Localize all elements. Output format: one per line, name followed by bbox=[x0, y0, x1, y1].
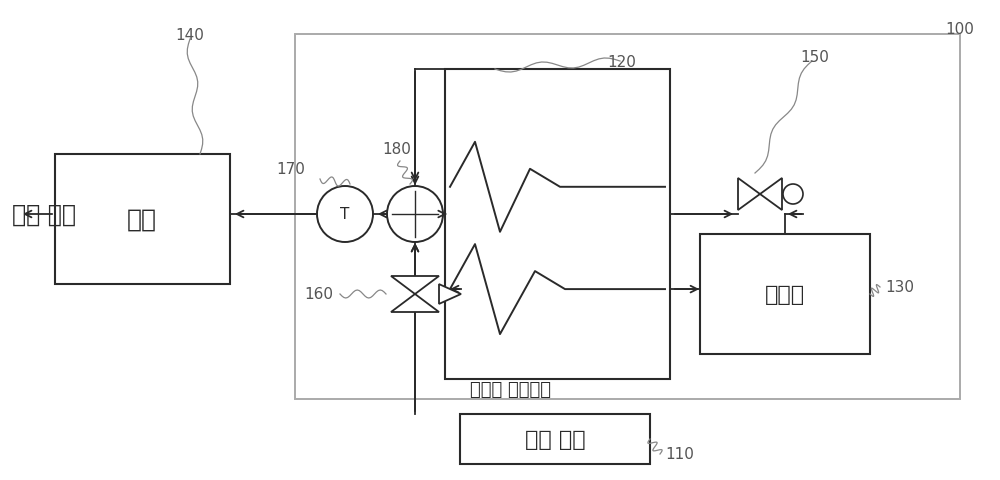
Text: 100: 100 bbox=[945, 22, 974, 37]
Polygon shape bbox=[391, 294, 439, 312]
Text: T: T bbox=[340, 207, 350, 222]
Polygon shape bbox=[760, 179, 782, 211]
Text: 150: 150 bbox=[800, 50, 829, 65]
Text: 170: 170 bbox=[276, 162, 305, 177]
Bar bbox=[700, 235, 870, 354]
Text: 110: 110 bbox=[665, 446, 694, 462]
Text: 140: 140 bbox=[176, 28, 204, 43]
Text: 120: 120 bbox=[607, 55, 636, 70]
Bar bbox=[295, 35, 960, 399]
Text: 냉각기: 냉각기 bbox=[765, 285, 805, 304]
Bar bbox=[460, 414, 650, 464]
Circle shape bbox=[317, 187, 373, 242]
Bar bbox=[445, 70, 670, 379]
Text: 160: 160 bbox=[304, 287, 333, 302]
Circle shape bbox=[387, 187, 443, 242]
Bar bbox=[55, 155, 230, 285]
Polygon shape bbox=[738, 179, 760, 211]
Text: 애노드 오프가스: 애노드 오프가스 bbox=[470, 380, 550, 398]
Text: 추가 전기: 추가 전기 bbox=[12, 203, 76, 227]
Text: 130: 130 bbox=[885, 280, 914, 295]
Polygon shape bbox=[391, 276, 439, 294]
Circle shape bbox=[783, 185, 803, 204]
Polygon shape bbox=[439, 285, 461, 304]
Text: 연료 전지: 연료 전지 bbox=[525, 429, 585, 449]
Text: 180: 180 bbox=[382, 142, 411, 157]
Text: 엔진: 엔진 bbox=[127, 207, 157, 231]
